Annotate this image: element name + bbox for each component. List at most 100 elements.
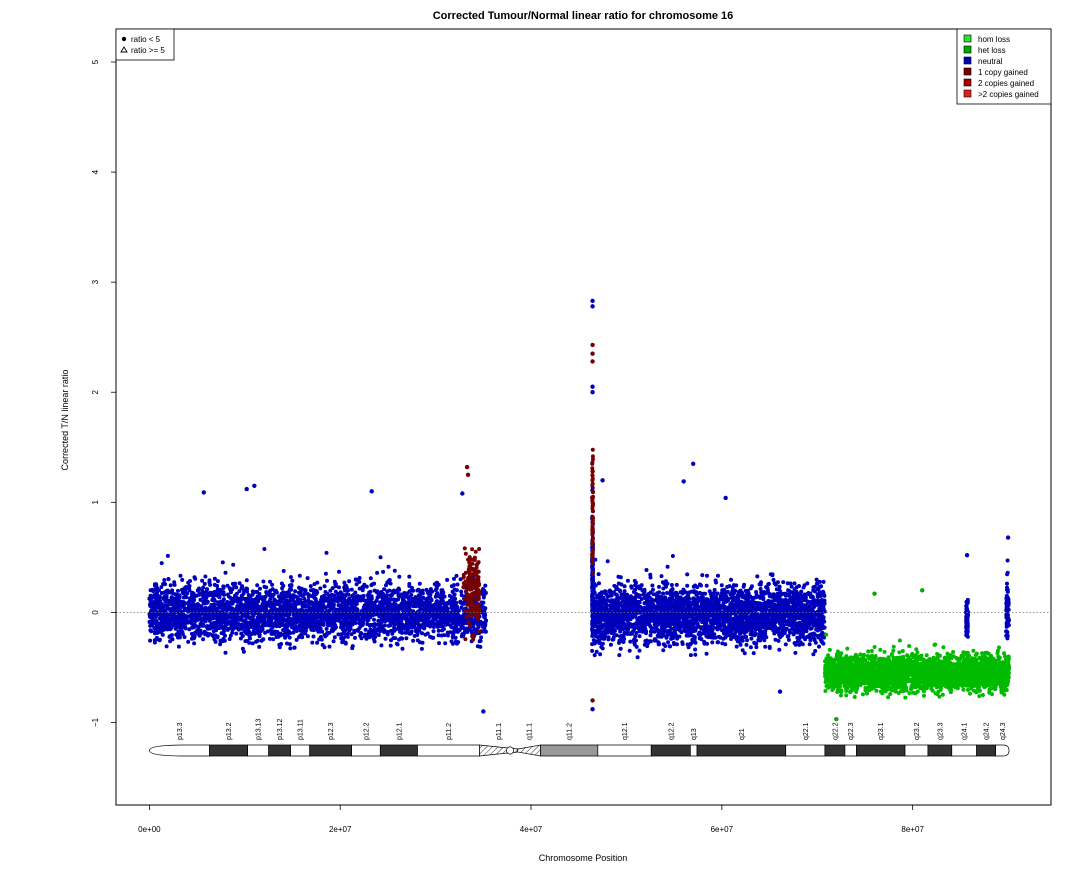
data-point bbox=[264, 604, 268, 609]
data-point bbox=[339, 615, 344, 620]
data-point bbox=[317, 637, 322, 642]
data-point bbox=[190, 602, 195, 607]
data-point bbox=[163, 599, 168, 604]
data-point bbox=[245, 599, 250, 604]
data-point bbox=[434, 586, 439, 591]
data-point bbox=[215, 620, 220, 625]
data-point bbox=[258, 586, 262, 591]
data-point bbox=[232, 608, 237, 613]
data-point bbox=[297, 573, 302, 578]
data-point bbox=[324, 633, 329, 637]
data-point bbox=[204, 590, 209, 594]
data-point bbox=[426, 606, 431, 611]
data-point bbox=[303, 609, 308, 614]
data-point bbox=[483, 622, 488, 627]
data-point bbox=[182, 608, 187, 612]
data-point bbox=[448, 630, 453, 635]
data-point bbox=[192, 636, 196, 641]
data-point bbox=[383, 636, 388, 641]
data-point bbox=[372, 624, 377, 629]
data-point bbox=[215, 613, 220, 618]
data-point bbox=[285, 641, 289, 646]
data-point bbox=[298, 633, 303, 638]
data-point bbox=[431, 635, 436, 640]
data-point bbox=[170, 637, 175, 642]
data-point bbox=[392, 625, 397, 630]
data-point bbox=[450, 641, 455, 646]
data-point bbox=[148, 638, 153, 643]
data-point bbox=[311, 634, 316, 639]
data-point bbox=[159, 561, 164, 566]
data-point bbox=[239, 593, 244, 598]
data-point bbox=[250, 608, 255, 612]
data-point bbox=[716, 640, 721, 645]
data-point bbox=[461, 585, 466, 590]
data-point bbox=[701, 591, 706, 596]
data-point bbox=[459, 605, 464, 610]
data-point bbox=[262, 547, 267, 551]
data-point bbox=[188, 579, 192, 583]
data-point bbox=[464, 589, 469, 593]
data-point bbox=[259, 638, 264, 643]
data-point bbox=[233, 613, 238, 618]
data-point bbox=[215, 609, 220, 614]
data-point bbox=[238, 597, 243, 602]
y-axis-label: Corrected T/N linear ratio bbox=[60, 370, 70, 471]
data-point bbox=[402, 626, 407, 631]
data-point bbox=[257, 644, 262, 649]
data-point bbox=[442, 633, 447, 638]
data-point bbox=[231, 562, 236, 567]
data-point bbox=[648, 575, 653, 580]
data-point bbox=[237, 589, 242, 594]
data-point bbox=[311, 591, 316, 596]
data-point bbox=[287, 583, 292, 588]
data-point bbox=[404, 636, 409, 641]
data-point bbox=[324, 626, 329, 631]
data-point bbox=[458, 577, 463, 582]
data-point bbox=[310, 602, 315, 607]
data-point bbox=[277, 622, 282, 627]
data-point bbox=[359, 609, 364, 614]
data-point bbox=[162, 578, 167, 582]
data-point bbox=[382, 623, 387, 628]
data-point bbox=[294, 594, 299, 599]
data-point bbox=[441, 600, 446, 605]
data-point bbox=[590, 648, 595, 653]
data-point bbox=[313, 616, 318, 621]
data-point bbox=[719, 583, 724, 588]
data-point bbox=[381, 591, 385, 596]
data-point bbox=[367, 592, 372, 597]
data-point bbox=[467, 601, 472, 606]
data-point bbox=[327, 608, 332, 613]
data-point bbox=[334, 607, 339, 612]
data-point bbox=[434, 592, 439, 597]
data-point bbox=[281, 616, 286, 621]
data-point bbox=[459, 616, 464, 621]
data-point bbox=[149, 629, 154, 634]
data-point bbox=[234, 585, 239, 590]
data-point bbox=[366, 596, 371, 600]
data-point bbox=[172, 607, 176, 612]
data-point bbox=[330, 603, 335, 608]
data-point bbox=[251, 597, 256, 602]
data-point bbox=[384, 593, 389, 598]
data-point bbox=[208, 626, 213, 631]
data-point bbox=[390, 614, 395, 619]
data-point bbox=[200, 578, 205, 583]
data-point bbox=[215, 583, 220, 588]
data-point bbox=[283, 626, 287, 631]
data-point bbox=[733, 630, 738, 635]
data-point bbox=[177, 603, 182, 608]
data-point bbox=[239, 585, 244, 590]
data-point bbox=[231, 621, 236, 626]
data-point bbox=[385, 614, 390, 619]
data-point bbox=[590, 447, 595, 452]
data-point bbox=[353, 635, 357, 640]
data-point bbox=[381, 598, 385, 603]
data-point bbox=[307, 608, 312, 613]
data-point bbox=[280, 606, 285, 611]
data-point bbox=[364, 636, 369, 641]
data-point bbox=[420, 640, 425, 645]
data-point bbox=[288, 646, 293, 651]
data-point bbox=[745, 638, 749, 643]
